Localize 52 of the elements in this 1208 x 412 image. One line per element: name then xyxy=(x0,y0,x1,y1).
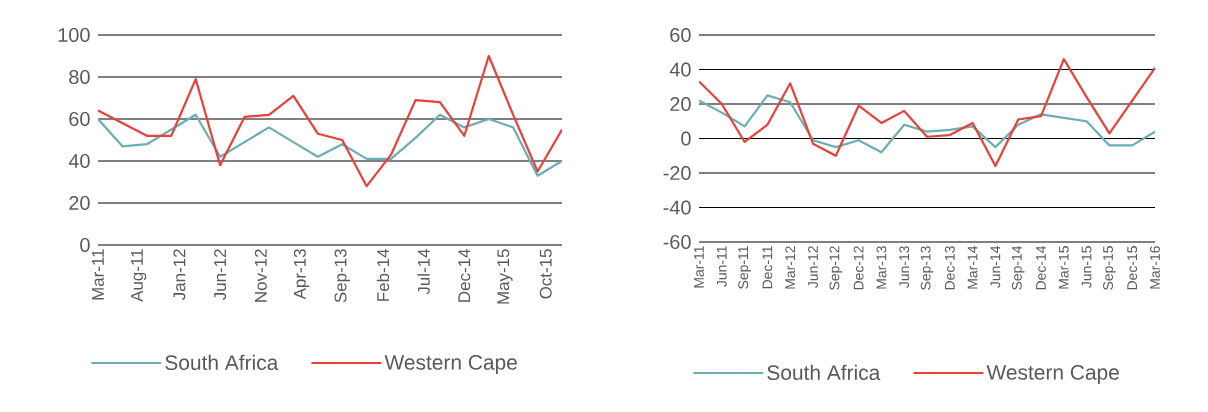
x-tick-label: Aug-11 xyxy=(131,249,147,302)
y-tick-label: 60 xyxy=(670,27,691,43)
y-tick-label: 20 xyxy=(69,195,90,211)
x-tick-label: Jun-12 xyxy=(808,246,818,288)
x-tick-label: Mar-11 xyxy=(92,249,104,300)
x-tick-label: Sep-13 xyxy=(334,249,350,303)
x-tick-label: Jun-11 xyxy=(716,246,727,287)
y-tick-label: 0 xyxy=(681,131,691,146)
x-tick-label: Jun-15 xyxy=(1081,246,1092,288)
line-series xyxy=(699,58,1156,168)
y-tick-label: 40 xyxy=(68,153,90,169)
x-tick-label: Mar-14 xyxy=(967,245,978,289)
legend-label: South Africa xyxy=(767,364,881,381)
legend-label: Western Cape xyxy=(384,354,517,374)
x-tick-label: Sep-13 xyxy=(920,246,934,290)
x-tick-label: Nov-12 xyxy=(254,249,267,302)
x-tick-label: Sep-12 xyxy=(829,246,843,290)
x-tick-label: Feb-14 xyxy=(376,249,390,301)
x-tick-label: Jan-12 xyxy=(173,249,186,301)
y-tick-label: 100 xyxy=(58,27,90,43)
x-tick-label: Mar-16 xyxy=(1150,246,1160,289)
x-tick-label: Apr-13 xyxy=(293,249,310,300)
x-tick-label: Jun-14 xyxy=(990,245,1001,288)
legend-label: Western Cape xyxy=(986,364,1119,384)
y-tick-label: 0 xyxy=(80,237,90,253)
x-tick-label: Oct-15 xyxy=(539,249,552,299)
x-tick-label: Mar-15 xyxy=(1058,246,1069,289)
x-tick-label: Mar-11 xyxy=(694,246,704,288)
y-tick-label: 80 xyxy=(69,69,90,85)
x-tick-label: Mar-13 xyxy=(876,246,887,289)
x-tick-label: Dec-12 xyxy=(853,246,864,290)
x-tick-label: May-15 xyxy=(497,249,513,304)
line-series xyxy=(699,94,1156,154)
x-tick-label: Dec-11 xyxy=(762,246,773,289)
y-tick-label: 60 xyxy=(69,111,90,127)
x-tick-label: Mar-12 xyxy=(785,246,796,289)
y-tick-label: 40 xyxy=(669,62,691,77)
y-tick-label: 20 xyxy=(670,96,691,112)
x-tick-label: Jul-14 xyxy=(417,249,430,295)
x-tick-label: Sep-15 xyxy=(1103,246,1116,290)
x-tick-label: Dec-14 xyxy=(1036,245,1046,290)
x-tick-label: Sep-14 xyxy=(1011,245,1025,290)
x-tick-label: Jun-13 xyxy=(899,246,910,288)
x-tick-label: Sep-11 xyxy=(738,246,751,289)
legend-label: South Africa xyxy=(165,354,279,371)
x-tick-label: Dec-14 xyxy=(458,249,471,302)
x-tick-label: Dec-13 xyxy=(944,246,955,290)
x-tick-label: Dec-15 xyxy=(1127,246,1138,290)
y-tick-label: -60 xyxy=(663,234,691,250)
y-tick-label: -20 xyxy=(663,165,691,181)
y-tick-label: -40 xyxy=(663,200,691,215)
x-tick-label: Jun-12 xyxy=(214,249,227,301)
